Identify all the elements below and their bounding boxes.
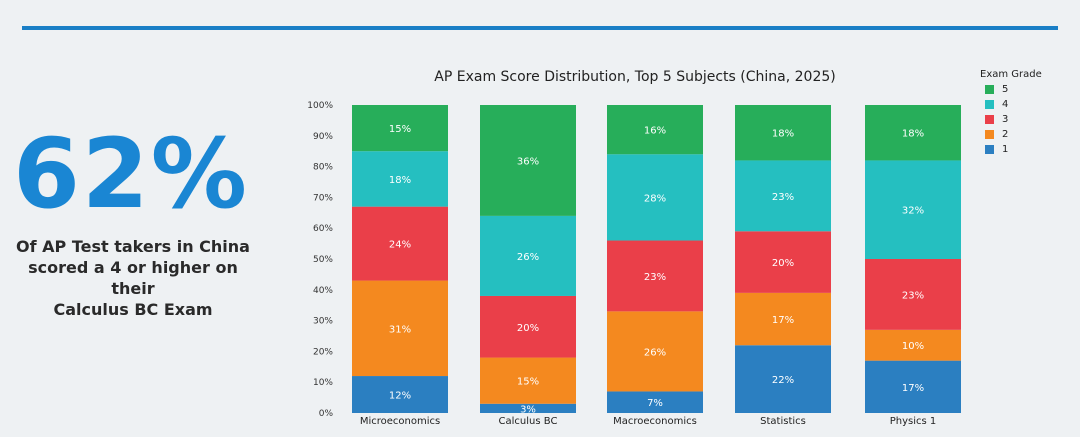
x-tick-label: Calculus BC: [499, 416, 558, 427]
y-tick-label: 100%: [307, 101, 333, 111]
bar-segment: [352, 105, 448, 152]
data-label: 7%: [647, 398, 663, 409]
data-label: 32%: [902, 206, 924, 217]
legend-label: 2: [1002, 129, 1009, 140]
data-label: 10%: [902, 341, 924, 352]
x-tick-label: Physics 1: [890, 416, 937, 427]
data-label: 16%: [644, 126, 666, 137]
bar-segment: [607, 311, 703, 392]
legend-item: 2: [985, 129, 1008, 140]
y-tick-label: 30%: [313, 317, 333, 327]
y-tick-label: 40%: [313, 286, 333, 296]
legend-label: 5: [1002, 84, 1009, 95]
bar-segment: [865, 329, 961, 361]
data-label: 18%: [902, 129, 924, 140]
bar-segment: [735, 231, 831, 293]
data-label: 26%: [644, 347, 666, 358]
data-label: 23%: [772, 192, 794, 203]
bar-segment: [480, 403, 576, 413]
bar-segment: [865, 160, 961, 259]
y-tick-label: 60%: [313, 224, 333, 234]
data-label: 24%: [389, 240, 411, 251]
bar-segment: [865, 105, 961, 161]
data-label: 23%: [644, 272, 666, 283]
data-label: 20%: [772, 258, 794, 269]
y-tick-label: 50%: [313, 255, 333, 265]
data-label: 22%: [772, 375, 794, 386]
legend-item: 3: [985, 114, 1008, 125]
bar-segment: [352, 151, 448, 207]
bar-segment: [607, 154, 703, 241]
headline-stat-caption: Of AP Test takers in China scored a 4 or…: [4, 236, 262, 320]
bar-segment: [480, 295, 576, 358]
x-tick-label: Microeconomics: [360, 416, 440, 427]
bar-segment: [480, 215, 576, 296]
x-tick-label: Statistics: [760, 416, 806, 427]
data-label: 31%: [389, 324, 411, 335]
bar-segment: [865, 259, 961, 330]
bar-segment: [607, 391, 703, 413]
caption-line: Calculus BC Exam: [53, 300, 213, 319]
bar-segment: [865, 360, 961, 413]
y-tick-label: 90%: [313, 132, 333, 142]
data-label: 26%: [517, 252, 539, 263]
data-label: 15%: [389, 124, 411, 135]
legend-item: 4: [985, 99, 1008, 110]
bar-segment: [735, 292, 831, 346]
y-tick-label: 0%: [319, 409, 334, 419]
y-tick-label: 10%: [313, 378, 333, 388]
legend-label: 3: [1002, 114, 1009, 125]
header-divider-line: [22, 26, 1058, 30]
legend-label: 1: [1002, 144, 1009, 155]
bar-segment: [607, 240, 703, 312]
caption-line: Of AP Test takers in China: [16, 237, 250, 256]
bar-segment: [352, 280, 448, 377]
data-label: 15%: [517, 377, 539, 388]
legend-swatch: [985, 99, 994, 109]
caption-line: scored a 4 or higher on their: [28, 258, 238, 298]
data-label: 20%: [517, 323, 539, 334]
chart-title: AP Exam Score Distribution, Top 5 Subjec…: [434, 69, 836, 85]
data-label: 18%: [389, 175, 411, 186]
x-tick-label: Macroeconomics: [613, 416, 697, 427]
bar-segment: [352, 206, 448, 281]
legend-swatch: [985, 144, 994, 154]
bar-segment: [480, 105, 576, 216]
legend-swatch: [985, 84, 994, 94]
bar-segment: [352, 376, 448, 413]
y-tick-label: 70%: [313, 193, 333, 203]
bar-segment: [480, 357, 576, 404]
legend-swatch: [985, 129, 994, 139]
data-label: 28%: [644, 193, 666, 204]
legend-swatch: [985, 114, 994, 124]
data-label: 17%: [902, 383, 924, 394]
y-tick-label: 80%: [313, 163, 333, 173]
bar-segment: [735, 105, 831, 161]
legend-label: 4: [1002, 99, 1009, 110]
bar-segment: [735, 160, 831, 232]
data-label: 18%: [772, 129, 794, 140]
legend-title: Exam Grade: [980, 69, 1042, 80]
bar-segment: [607, 105, 703, 155]
data-label: 23%: [902, 290, 924, 301]
headline-stat-value: 62%: [13, 118, 249, 230]
legend-item: 1: [985, 144, 1008, 155]
legend-item: 5: [985, 84, 1008, 95]
data-label: 12%: [389, 391, 411, 402]
data-label: 36%: [517, 156, 539, 167]
data-label: 17%: [772, 315, 794, 326]
y-tick-label: 20%: [313, 347, 333, 357]
bar-segment: [735, 345, 831, 413]
data-label: 3%: [520, 404, 536, 415]
